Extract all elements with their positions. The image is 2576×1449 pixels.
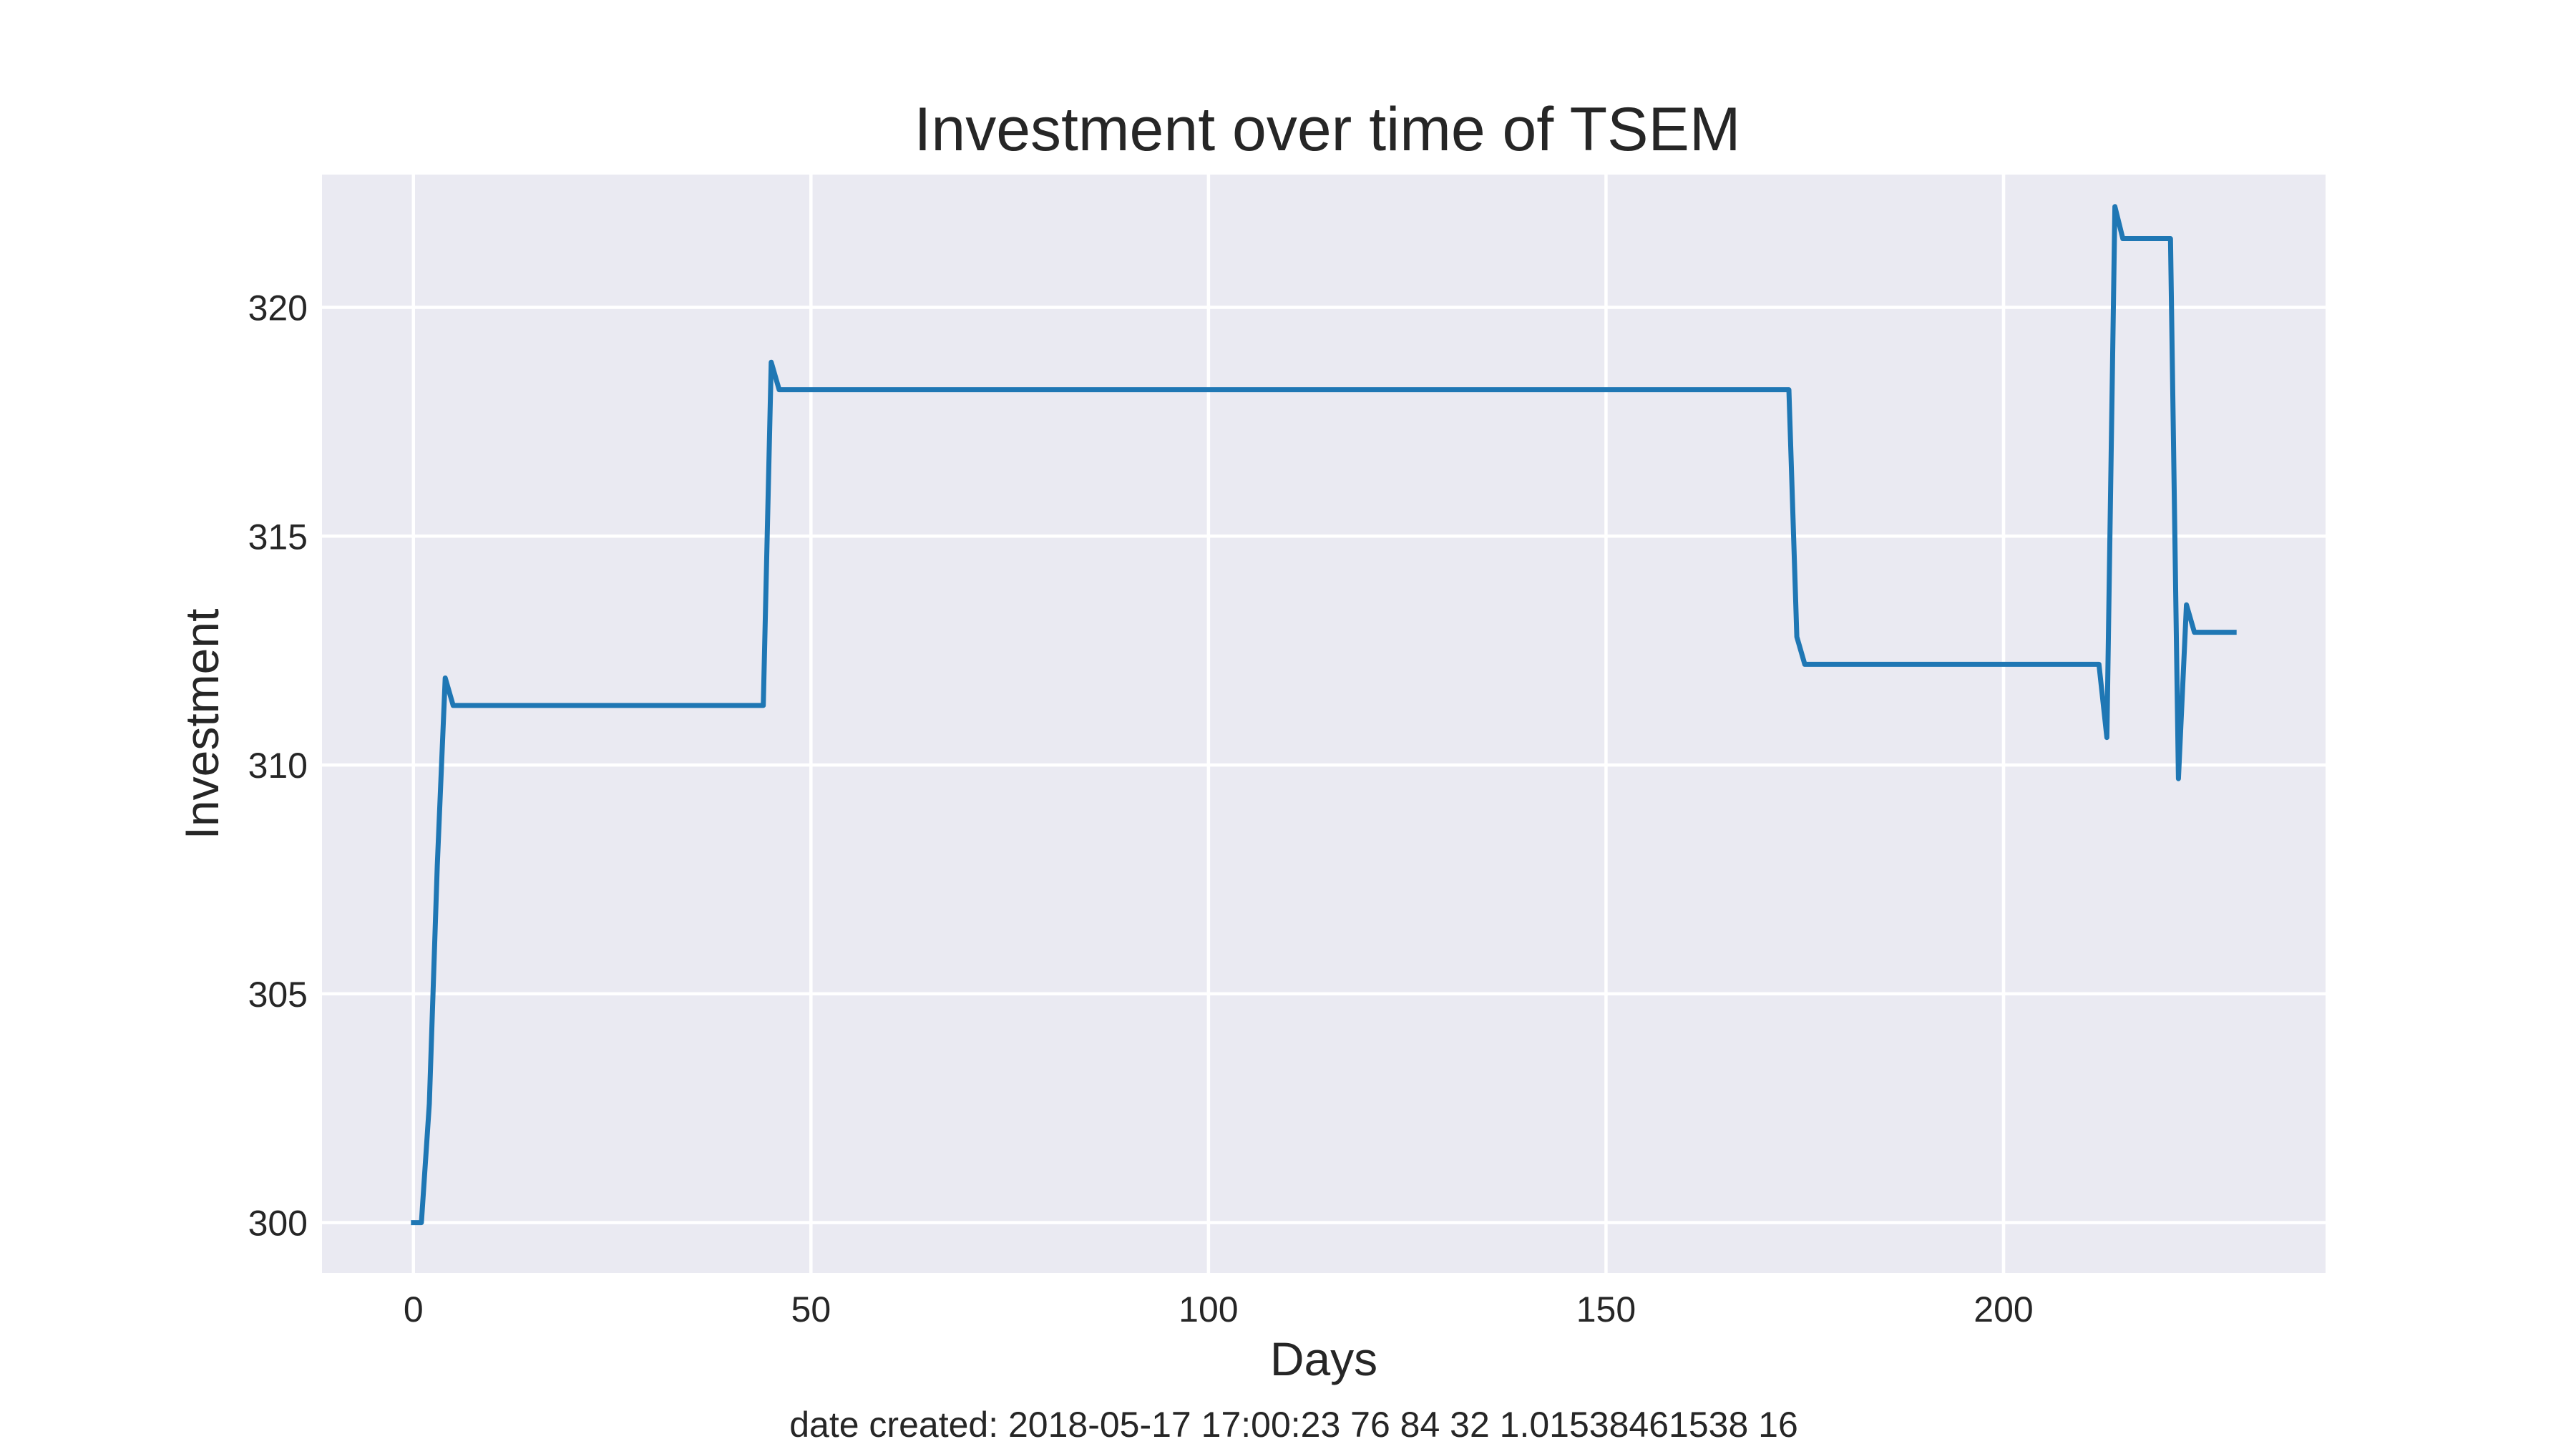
chart-title: Investment over time of TSEM bbox=[914, 95, 1740, 164]
x-tick-label: 200 bbox=[1974, 1289, 2033, 1330]
y-gridlines bbox=[322, 306, 2326, 1224]
x-tick-label: 100 bbox=[1179, 1289, 1238, 1330]
x-tick-label: 150 bbox=[1576, 1289, 1636, 1330]
x-tick-labels: 0 50 100 150 200 bbox=[404, 1289, 2034, 1330]
y-axis-label: Investment bbox=[175, 609, 228, 840]
series-line bbox=[411, 204, 2237, 1226]
x-tick-label: 0 bbox=[404, 1289, 424, 1330]
y-tick-label: 305 bbox=[248, 975, 308, 1015]
x-tick-label: 50 bbox=[791, 1289, 831, 1330]
y-tick-label: 315 bbox=[248, 517, 308, 557]
y-tick-label: 310 bbox=[248, 746, 308, 786]
x-axis-label: Days bbox=[1270, 1332, 1377, 1385]
y-tick-label: 300 bbox=[248, 1204, 308, 1244]
y-tick-label: 320 bbox=[248, 288, 308, 328]
footer-text: date created: 2018-05-17 17:00:23 76 84 … bbox=[789, 1405, 1798, 1445]
y-tick-labels: 300 305 310 315 320 bbox=[248, 288, 308, 1243]
plot-area bbox=[322, 175, 2326, 1273]
x-gridlines bbox=[411, 175, 2006, 1273]
